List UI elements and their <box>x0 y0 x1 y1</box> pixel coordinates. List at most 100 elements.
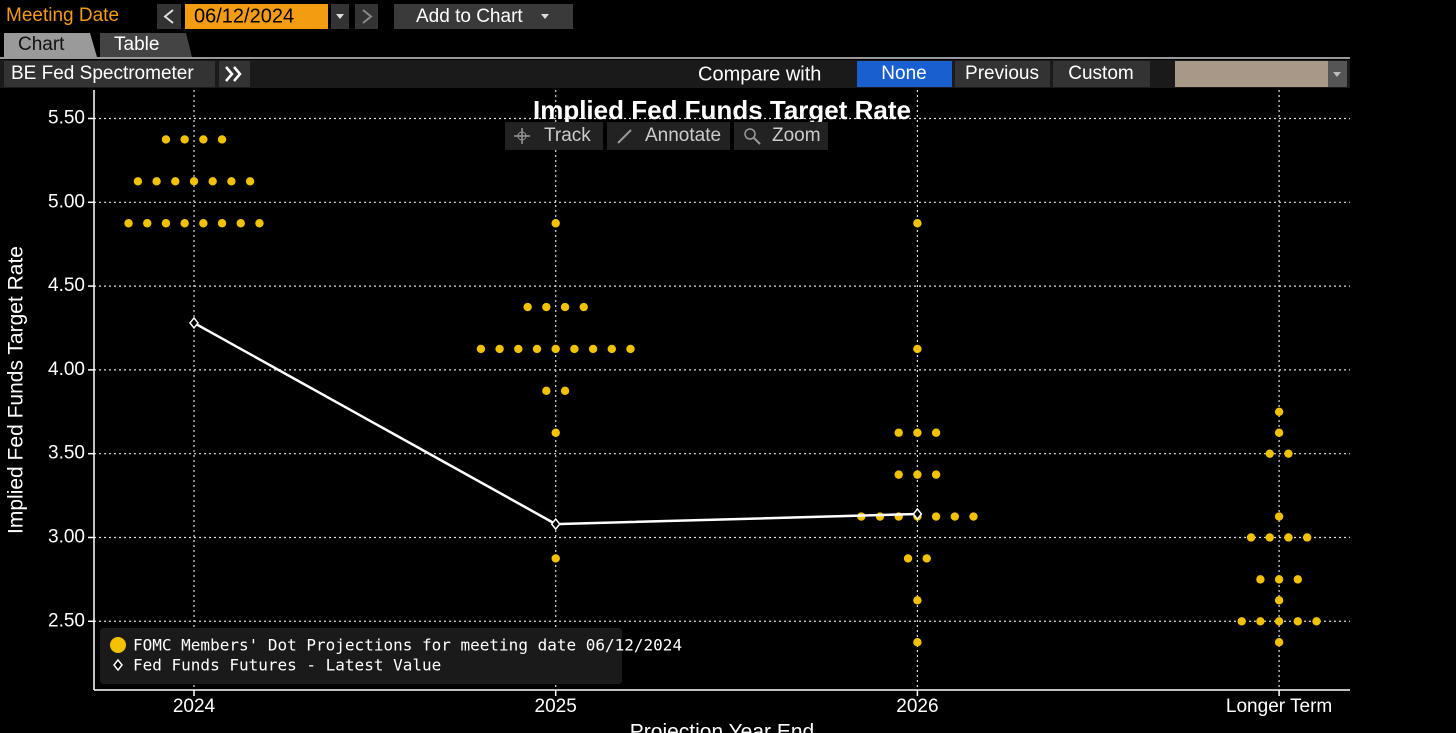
compare-previous[interactable] <box>955 61 1050 87</box>
compare-option: Previous <box>965 63 1039 84</box>
futures-marker <box>550 517 561 531</box>
dot <box>1274 575 1284 584</box>
legend-swatch <box>110 637 126 653</box>
y-tick-label: 4.50 <box>48 275 85 296</box>
dot <box>1274 596 1284 605</box>
dot <box>1293 575 1303 584</box>
tool-zoom[interactable] <box>734 122 828 150</box>
dot <box>236 219 245 228</box>
dot <box>171 177 180 186</box>
dot <box>913 470 922 479</box>
add-to-chart-label: Add to Chart <box>416 6 523 27</box>
tool-label: Annotate <box>645 125 721 146</box>
dot <box>180 135 189 144</box>
compare-option: None <box>881 63 926 84</box>
dot <box>1265 449 1274 458</box>
dot <box>607 344 616 354</box>
x-tick-label: 2026 <box>896 696 938 717</box>
dot <box>217 135 227 144</box>
dot <box>161 135 171 144</box>
dot <box>913 344 922 354</box>
x-tick-label: 2025 <box>535 696 577 717</box>
tool-label: Track <box>544 125 591 146</box>
dot <box>514 344 523 354</box>
x-tick-label: Longer Term <box>1226 696 1332 717</box>
dot <box>560 386 570 396</box>
tab-table[interactable] <box>100 33 192 57</box>
dot <box>875 512 885 521</box>
chart-title: Implied Fed Funds Target Rate <box>533 95 911 125</box>
app-name-box[interactable] <box>4 61 215 87</box>
next-icon <box>362 9 373 24</box>
dot <box>1293 617 1303 626</box>
dot <box>227 177 236 186</box>
futures-marker <box>912 507 923 521</box>
next-button[interactable] <box>355 4 378 29</box>
dot <box>913 428 922 437</box>
dot <box>495 344 504 354</box>
y-tick-label: 5.00 <box>48 191 85 212</box>
dot <box>931 512 941 521</box>
dot <box>124 219 133 228</box>
dot <box>913 596 922 605</box>
dot <box>570 344 579 354</box>
dot <box>579 302 588 312</box>
dot <box>245 177 255 186</box>
dot <box>1274 638 1284 647</box>
legend <box>100 628 622 684</box>
custom-field[interactable] <box>1175 61 1328 87</box>
dot <box>199 219 208 228</box>
dot <box>1274 617 1284 626</box>
legend-label: Fed Funds Futures - Latest Value <box>133 656 441 675</box>
dot <box>1256 617 1265 626</box>
dot <box>1246 533 1256 542</box>
dot <box>1274 512 1284 521</box>
dot <box>922 554 931 563</box>
x-axis-label: Projection Year End <box>630 721 814 733</box>
dot <box>1237 617 1246 626</box>
dot <box>1302 533 1312 542</box>
expand-icon <box>225 66 242 82</box>
dot <box>1274 428 1284 437</box>
futures-marker <box>189 316 199 330</box>
date-field[interactable] <box>185 4 328 29</box>
app-name: BE Fed Spectrometer <box>11 63 194 84</box>
dot <box>1312 617 1321 626</box>
y-tick-label: 5.50 <box>48 108 85 129</box>
prev-icon <box>163 9 174 24</box>
compare-option: Custom <box>1068 63 1133 84</box>
tool-label: Zoom <box>772 125 821 146</box>
dot <box>199 135 208 144</box>
dot <box>913 638 922 647</box>
tool-annotate[interactable] <box>607 122 730 150</box>
dot <box>208 177 217 186</box>
y-tick-label: 3.50 <box>48 443 85 464</box>
dot <box>903 554 913 563</box>
dot <box>969 512 978 521</box>
dot <box>542 386 551 396</box>
zoom-icon <box>753 137 761 145</box>
compare-custom[interactable] <box>1053 61 1150 87</box>
dot <box>1256 575 1265 584</box>
dot <box>523 302 532 312</box>
expand-button[interactable] <box>219 61 250 87</box>
prev-button[interactable] <box>157 4 181 29</box>
dot <box>551 344 560 354</box>
tab-chart[interactable] <box>4 33 97 57</box>
dot <box>180 219 189 228</box>
meeting-date-label: Meeting Date <box>6 5 119 26</box>
dot <box>1265 533 1274 542</box>
compare-none[interactable] <box>857 61 952 87</box>
y-tick-label: 4.00 <box>48 359 85 380</box>
dot <box>217 219 227 228</box>
dot <box>931 428 941 437</box>
dot <box>894 470 903 479</box>
dot <box>626 344 635 354</box>
dot <box>143 219 152 228</box>
dot <box>255 219 264 228</box>
zoom-icon <box>744 128 756 140</box>
y-axis-label: Implied Fed Funds Target Rate <box>5 246 28 534</box>
dot <box>1284 449 1293 458</box>
